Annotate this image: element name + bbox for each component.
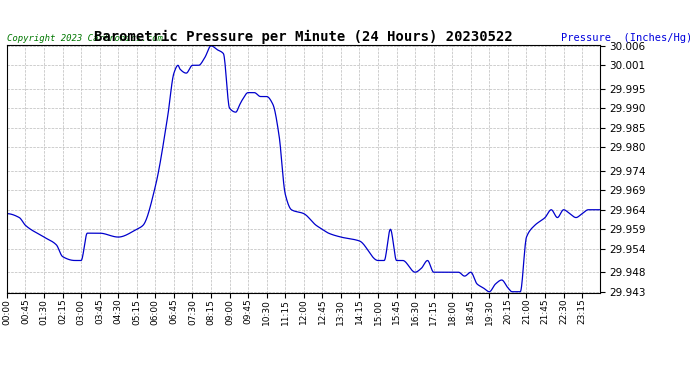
Text: Pressure  (Inches/Hg): Pressure (Inches/Hg): [561, 33, 690, 42]
Text: Copyright 2023 Cartronics.com: Copyright 2023 Cartronics.com: [8, 33, 164, 42]
Title: Barometric Pressure per Minute (24 Hours) 20230522: Barometric Pressure per Minute (24 Hours…: [95, 30, 513, 44]
